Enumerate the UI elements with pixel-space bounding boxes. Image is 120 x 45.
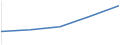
chart xyxy=(0,0,120,45)
x-axis-line xyxy=(2,44,120,45)
y-axis xyxy=(1,2,2,45)
line xyxy=(1,6,119,32)
x-axis xyxy=(2,44,120,45)
plot xyxy=(1,2,120,45)
marks xyxy=(1,6,119,32)
y-axis-line xyxy=(1,2,2,45)
